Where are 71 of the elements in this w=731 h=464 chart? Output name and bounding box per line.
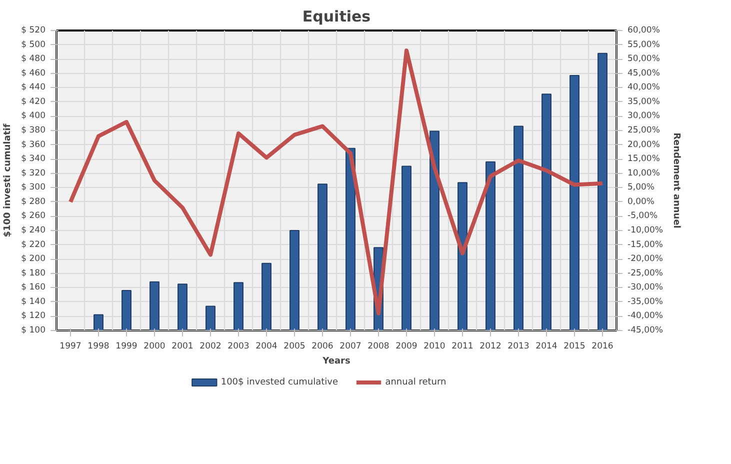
y2-tick-label: -40,00% [628, 311, 663, 322]
y2-tick-label: 0,00% [628, 196, 655, 207]
y2-tick-label: 50,00% [628, 54, 660, 64]
x-axis-title: Years [322, 356, 350, 366]
x-tick-label: 2000 [144, 342, 166, 352]
y2-tick-label: 5,00% [628, 182, 655, 193]
y-tick-label: $ 360 [21, 140, 46, 150]
x-tick-label: 2005 [284, 342, 306, 352]
y-tick-label: $ 180 [21, 268, 46, 278]
y2-axis-title: Rendement annuel [670, 132, 681, 228]
y2-tick-label: -35,00% [628, 296, 663, 307]
y2-tick-label: 60,00% [628, 26, 660, 36]
x-tick-label: 2002 [200, 342, 222, 352]
y2-tick-label: -10,00% [628, 226, 663, 236]
y2-tick-label: 55,00% [628, 40, 660, 50]
x-tick-label: 2007 [340, 342, 362, 352]
y-tick-label: $ 480 [21, 54, 46, 64]
y-tick-label: $ 520 [21, 26, 46, 36]
y-axis-title: $100 investi cumulatif [3, 124, 14, 238]
x-tick-label: 1999 [116, 342, 138, 352]
x-tick-label: 2013 [508, 342, 530, 352]
y2-tick-label: 45,00% [628, 68, 660, 78]
y2-tick-label: -15,00% [628, 240, 663, 250]
x-tick-label: 2001 [172, 342, 194, 352]
y2-tick-label: -45,00% [628, 326, 663, 336]
y-tick-label: $ 260 [21, 211, 46, 222]
y-tick-label: $ 320 [21, 168, 46, 178]
y2-tick-label: 40,00% [628, 82, 660, 93]
chart-title: Equities [302, 8, 371, 26]
y2-tick-label: 35,00% [628, 96, 660, 107]
legend-label: 100$ invested cumulative [220, 378, 339, 388]
x-tick-label: 2014 [536, 342, 558, 352]
y2-tick-label: 20,00% [628, 140, 660, 150]
x-tick-label: 2012 [480, 342, 502, 352]
y2-tick-label: 25,00% [628, 126, 660, 136]
y-tick-label: $ 100 [21, 326, 46, 336]
y2-tick-label: -25,00% [628, 268, 663, 278]
y-tick-label: $ 420 [21, 96, 46, 107]
x-tick-label: 1998 [88, 342, 110, 352]
x-tick-label: 2011 [452, 342, 474, 352]
x-tick-label: 2016 [592, 342, 614, 352]
x-tick-label: 2008 [368, 342, 390, 352]
y2-tick-label: -5,00% [628, 211, 658, 222]
y2-tick-label: 30,00% [628, 111, 660, 122]
line-series [68, 48, 604, 316]
y-tick-label: $ 440 [21, 82, 46, 93]
legend-label: annual return [385, 378, 446, 388]
y-tick-label: $ 140 [21, 296, 46, 307]
y-tick-label: $ 220 [21, 240, 46, 250]
x-tick-label: 2010 [424, 342, 446, 352]
y-tick-label: $ 280 [21, 196, 46, 207]
x-tick-label: 1997 [60, 342, 82, 352]
y2-tick-label: -20,00% [628, 254, 663, 264]
y2-tick-label: 10,00% [628, 168, 660, 178]
x-tick-label: 2015 [564, 342, 586, 352]
y-tick-label: $ 400 [21, 111, 46, 122]
y-tick-label: $ 500 [21, 40, 46, 50]
y-tick-label: $ 460 [21, 68, 46, 78]
x-tick-label: 2009 [396, 342, 418, 352]
y2-tick-label: -30,00% [628, 282, 663, 293]
y-tick-label: $ 300 [21, 182, 46, 193]
y-tick-label: $ 380 [21, 126, 46, 136]
x-tick-label: 2006 [312, 342, 334, 352]
y-tick-label: $ 200 [21, 254, 46, 264]
y2-tick-label: 15,00% [628, 154, 660, 164]
x-tick-label: 2004 [256, 342, 278, 352]
y-tick-label: $ 340 [21, 154, 46, 164]
y-tick-label: $ 160 [21, 282, 46, 293]
x-tick-label: 2003 [228, 342, 250, 352]
y-tick-label: $ 120 [21, 311, 46, 322]
y-tick-label: $ 240 [21, 226, 46, 236]
